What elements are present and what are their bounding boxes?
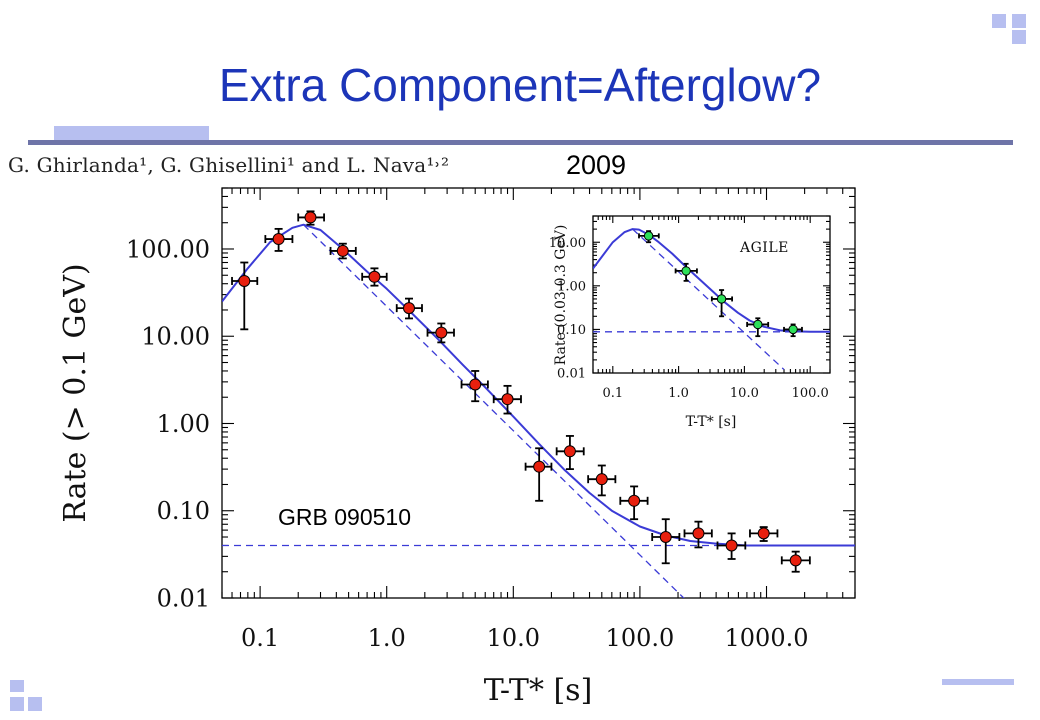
data-point [780,550,811,573]
data-point [361,267,388,287]
data-marker [725,539,738,552]
data-marker [789,554,802,567]
y-tick-label: 10.00 [141,323,210,351]
data-point [746,317,770,338]
data-point [783,323,803,338]
data-marker [336,244,349,257]
data-marker [272,233,285,246]
data-marker [304,211,317,224]
data-marker [435,326,448,339]
x-tick-label: 100.0 [792,386,829,401]
data-marker [643,231,654,241]
data-marker [681,266,691,276]
y-tick-label: 1.00 [557,279,586,294]
x-tick-label: 10.0 [487,624,540,652]
y-tick-label: 0.10 [557,323,586,338]
x-tick-label: 10.0 [730,386,759,401]
data-point [674,262,698,282]
powerlaw-component-line [303,224,685,598]
data-point [297,210,325,226]
y-tick-label: 0.01 [557,367,586,382]
x-axis-label: T-T* [s] [686,414,737,430]
data-point [716,532,747,560]
y-axis-label: Rate (0.03-0.3 GeV) [553,225,569,366]
corner-decoration-square [1012,14,1026,28]
data-marker [469,378,482,391]
y-axis-label: Rate (> 0.1 GeV) [58,263,93,522]
x-tick-label: 0.1 [602,386,623,401]
data-marker [753,319,763,330]
powerlaw-component-line [632,228,785,371]
y-tick-label: 1.00 [157,410,210,438]
data-point [329,242,357,260]
data-marker [533,460,546,473]
data-point [651,518,681,565]
y-tick-label: 0.10 [157,497,210,525]
data-marker [659,531,672,544]
data-point [683,520,713,549]
data-point [619,485,649,521]
x-tick-label: 1.0 [368,624,406,652]
corner-decoration-square [10,680,24,692]
grb-annotation: GRB 090510 [278,504,411,530]
plot-area [222,210,855,598]
publication-year: 2009 [566,150,627,180]
data-marker [238,274,251,287]
data-point [638,230,660,244]
data-point [426,322,455,344]
data-marker [595,473,608,486]
data-marker [788,324,798,335]
plot-frame [592,215,831,374]
y-tick-label: 100.00 [126,235,210,263]
data-marker [368,270,381,283]
model-curve [222,223,855,547]
slide-title: Extra Component=Afterglow? [218,59,822,111]
data-point [264,227,294,252]
data-marker [716,294,727,304]
inset-chart-agile: 0.1 1.0 10.0 100.0 0.01 0.10 1.00 10.00 T-T* [s]… [549,215,831,430]
data-point [710,289,733,318]
corner-decoration-square [1012,30,1026,44]
y-tick-label: 10.00 [549,236,586,251]
paper-authors: G. Ghirlanda¹, G. Ghisellini¹ and L. Nav… [8,153,450,177]
x-tick-label: 1.0 [668,386,689,401]
x-tick-label: 1000.0 [725,624,809,652]
data-point [460,370,489,403]
data-point [749,526,779,542]
data-marker [628,494,641,507]
x-tick-label: 0.1 [241,624,279,652]
title-accent-bar [54,126,209,140]
agile-label: AGILE [739,240,789,256]
data-point [492,384,522,415]
corner-decoration-square [992,14,1006,28]
y-tick-label: 0.01 [157,584,210,612]
corner-decoration-square [10,697,24,711]
data-point [555,435,585,471]
data-point [231,261,259,331]
data-marker [692,527,705,540]
data-point [587,464,617,497]
footer-decoration-bar [942,679,1014,685]
data-marker [757,527,770,540]
title-divider [28,140,1013,145]
data-marker [501,393,514,406]
model-curve [593,228,830,333]
plot-area [593,228,830,371]
data-point [524,447,553,502]
data-point [395,297,423,320]
data-marker [563,445,576,458]
corner-decoration-square [28,697,42,711]
x-axis-label: T-T* [s] [484,673,593,708]
x-tick-label: 100.0 [606,624,675,652]
data-marker [403,302,416,315]
